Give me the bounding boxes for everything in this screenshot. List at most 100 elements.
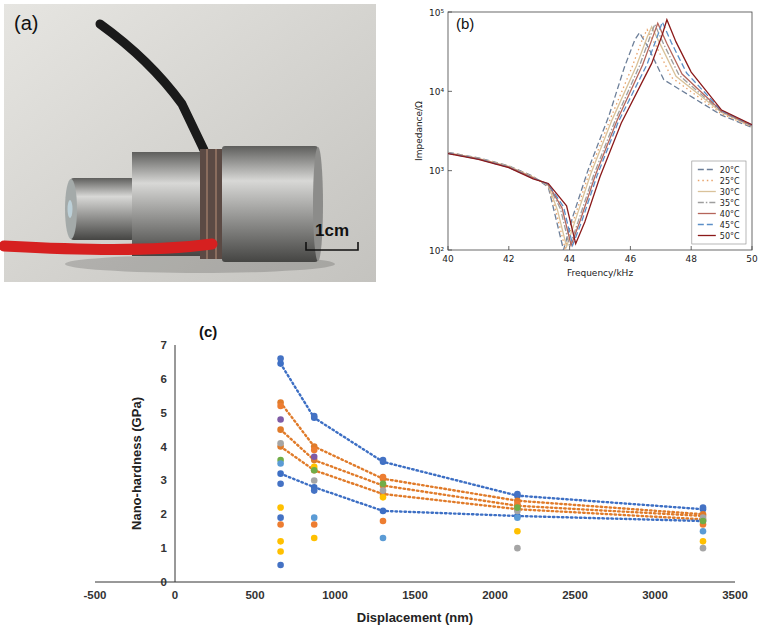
axis-title: Nano-hardness (GPa)	[129, 397, 144, 530]
data-point	[700, 545, 707, 552]
data-point	[380, 518, 387, 525]
trend-line	[281, 430, 703, 516]
tick-label: 1000	[322, 589, 348, 601]
plot-frame	[448, 12, 752, 250]
back-face	[313, 147, 323, 261]
y-axis	[175, 345, 176, 582]
data-point	[311, 521, 318, 528]
tick-label: 0	[161, 576, 167, 588]
scale-bar	[306, 242, 358, 250]
legend-label: 30°C	[720, 188, 740, 197]
legend-swatch	[698, 202, 716, 203]
tick-label: 3000	[642, 589, 668, 601]
impedance-curve	[448, 24, 752, 246]
data-point	[277, 504, 284, 511]
impedance-chart: 40424446485010²10³10⁴10⁵Frequency/kHzImp…	[414, 8, 758, 279]
tick-mark	[630, 246, 631, 250]
data-point	[277, 440, 284, 447]
panel-label: (b)	[456, 15, 474, 32]
tick-label: 48	[685, 254, 697, 264]
data-point	[277, 403, 284, 410]
tip-face	[65, 179, 77, 239]
data-point	[277, 470, 284, 477]
legend-swatch	[698, 213, 716, 214]
data-point	[277, 548, 284, 555]
photo-background	[4, 4, 376, 282]
tick-mark	[448, 12, 452, 13]
figure: (a)1cm40424446485010²10³10⁴10⁵Frequency/…	[0, 0, 766, 634]
tick-label: 5	[161, 407, 168, 419]
data-point	[380, 494, 387, 501]
tick-label: 4	[161, 441, 168, 453]
legend-label: 20°C	[720, 166, 740, 175]
tick-label: 10³	[429, 166, 444, 176]
trend-line	[281, 474, 703, 521]
tip-center	[68, 200, 73, 218]
data-point	[311, 535, 318, 542]
tick-mark	[448, 246, 449, 250]
axis-title: Displacement (nm)	[357, 610, 473, 625]
trend-line	[281, 447, 703, 520]
tick-label: 1	[161, 542, 168, 554]
back-mass	[222, 146, 318, 262]
legend-swatch	[698, 169, 716, 170]
data-point	[700, 518, 707, 525]
tick-mark	[691, 246, 692, 250]
impedance-curve	[448, 23, 752, 245]
impedance-curve	[448, 30, 752, 249]
data-point	[311, 477, 318, 484]
data-point	[700, 518, 707, 525]
tick-mark	[508, 246, 509, 250]
tick-label: -500	[83, 589, 106, 601]
data-point	[514, 514, 521, 521]
tick-label: 10⁵	[429, 8, 444, 18]
tick-label: 42	[503, 254, 514, 264]
red-wire	[4, 244, 212, 250]
legend-swatch	[698, 224, 716, 225]
impedance-curve	[448, 27, 752, 247]
data-point	[380, 457, 387, 464]
impedance-curve	[448, 20, 752, 244]
data-point	[380, 535, 387, 542]
data-point	[514, 545, 521, 552]
data-point	[380, 487, 387, 494]
data-point	[311, 467, 318, 474]
tick-label: 10⁴	[429, 87, 444, 97]
photo-panel: (a)1cm	[4, 4, 376, 282]
tick-label: 50	[746, 254, 758, 264]
data-point	[514, 504, 521, 511]
tick-label: 7	[161, 339, 167, 351]
legend-label: 25°C	[720, 177, 740, 186]
scale-label: 1cm	[315, 221, 349, 240]
impedance-curve	[448, 22, 752, 245]
data-point	[277, 538, 284, 545]
legend-label: 45°C	[720, 221, 740, 230]
tick-mark	[448, 170, 452, 171]
data-point	[277, 355, 284, 362]
axis-title: Frequency/kHz	[567, 268, 634, 278]
legend-label: 35°C	[720, 199, 740, 208]
tick-label: 40	[442, 254, 454, 264]
data-point	[311, 453, 318, 460]
data-point	[311, 447, 318, 454]
legend-swatch	[698, 180, 716, 181]
data-point	[277, 416, 284, 423]
tick-label: 0	[172, 589, 178, 601]
data-point	[514, 528, 521, 535]
transducer-tip	[70, 178, 135, 240]
data-point	[311, 467, 318, 474]
tick-label: 3	[161, 474, 167, 486]
tick-label: 1500	[402, 589, 428, 601]
data-point	[277, 426, 284, 433]
legend-swatch	[698, 235, 716, 236]
tick-mark	[448, 91, 452, 92]
data-point	[380, 508, 387, 515]
transducer-body	[132, 152, 204, 256]
black-wire	[100, 24, 204, 150]
hardness-chart: -500050010001500200025003000350001234567…	[83, 323, 747, 625]
x-axis	[95, 582, 735, 583]
data-point	[311, 487, 318, 494]
data-point	[277, 514, 284, 521]
tick-label: 6	[161, 373, 167, 385]
tick-mark	[569, 246, 570, 250]
